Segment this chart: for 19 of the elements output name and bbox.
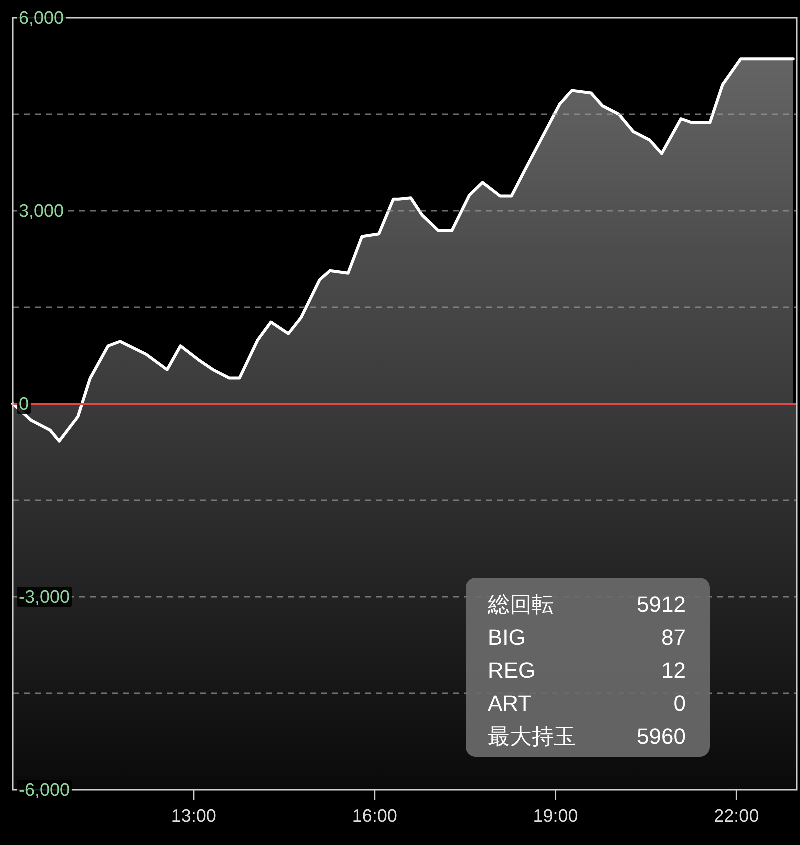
annotation: 5912	[637, 592, 686, 617]
x-tick-label: 22:00	[714, 806, 760, 826]
y-tick-label: 6,000	[19, 8, 64, 28]
annotation: 最大持玉	[488, 724, 576, 749]
annotation: 5960	[637, 724, 686, 749]
y-tick-label: 0	[19, 394, 30, 414]
annotation: 0	[674, 691, 686, 716]
annotation: ART	[488, 691, 532, 716]
x-tick-label: 19:00	[533, 806, 578, 826]
x-tick-label: 16:00	[352, 806, 398, 826]
annotation: REG	[488, 658, 536, 683]
annotation: 87	[662, 625, 686, 650]
x-tick-label: 13:00	[171, 806, 216, 826]
annotation: 12	[662, 658, 686, 683]
y-tick-label: -3,000	[19, 587, 70, 607]
annotation: BIG	[488, 625, 526, 650]
annotation: 総回転	[487, 592, 554, 617]
y-tick-label: -6,000	[19, 780, 70, 800]
y-tick-label: 3,000	[19, 201, 64, 221]
